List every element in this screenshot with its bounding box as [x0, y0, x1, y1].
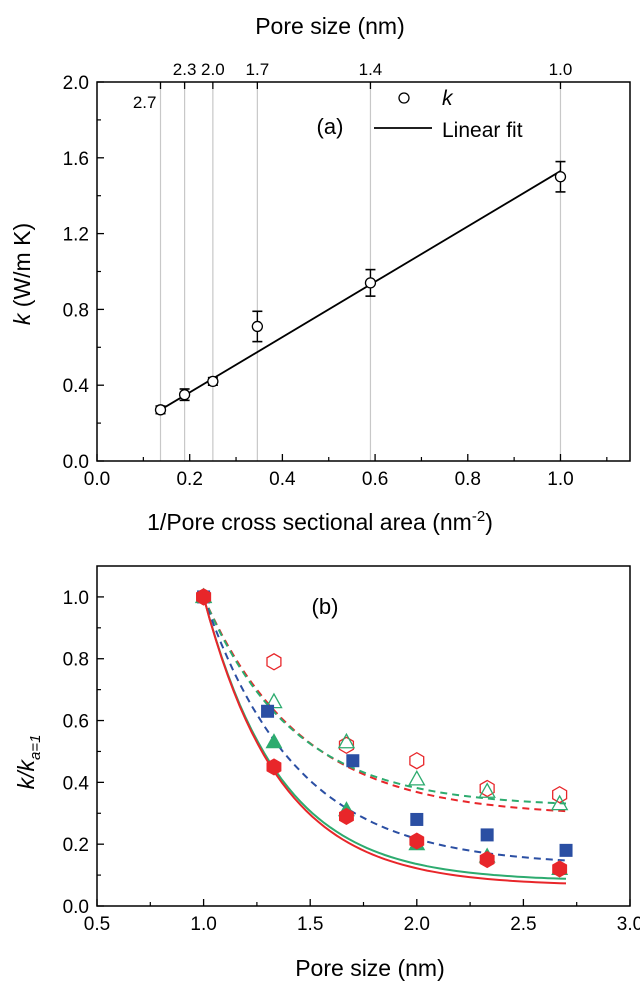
y-tick-label-b: 0.8 [63, 650, 89, 671]
marker-filled-triangle [265, 733, 283, 749]
fit-curve [202, 596, 567, 880]
marker-filled-square [480, 828, 494, 842]
marker-filled-hexagon [409, 832, 425, 850]
y-tick-label-b: 0.2 [63, 835, 89, 856]
data-point-k [178, 389, 191, 401]
pore-size-label: 2.0 [201, 60, 225, 79]
marker-open-triangle [337, 732, 356, 749]
marker-open-triangle [478, 782, 496, 798]
marker-filled-hexagon [552, 860, 568, 878]
x-tick-label-b: 3.0 [617, 914, 640, 935]
marker-open-triangle [408, 769, 426, 786]
x-axis-title-b: Pore size (nm) [295, 955, 445, 981]
plot-frame-a [96, 81, 631, 462]
marker-open-hexagon [266, 653, 282, 671]
x-tick-label-a: 0.8 [455, 469, 481, 490]
data-point-k [364, 277, 377, 289]
y-axis-title-a: k (W/m K) [9, 223, 35, 325]
marker-open-hexagon [338, 736, 355, 755]
panel-label-a: (a) [317, 114, 344, 139]
fit-curve [202, 596, 567, 805]
y-tick-label-a: 0.8 [63, 300, 89, 321]
x-axis-title-a: 1/Pore cross sectional area (nm-2) [147, 508, 493, 535]
legend-a: k Linear fit [374, 87, 523, 142]
top-axis-title: Pore size (nm) [255, 13, 405, 39]
y-tick-label-b: 0.4 [63, 773, 90, 794]
pore-size-label: 1.4 [359, 60, 383, 79]
marker-open-hexagon [479, 779, 495, 798]
data-point-k [251, 320, 264, 333]
data-points-b [194, 587, 573, 878]
axes-a: 0.0 0.2 0.4 0.6 0.8 1.0 0.0 0.4 0.8 1.2 1.6 2.0 [63, 73, 608, 490]
x-tick-label-a: 1.0 [547, 469, 573, 490]
panel-label-b: (b) [312, 594, 339, 619]
x-tick-label-a: 0.6 [362, 469, 388, 490]
x-tick-label-b: 1.0 [190, 914, 216, 935]
marker-filled-hexagon [339, 807, 354, 825]
marker-filled-hexagon [196, 588, 211, 606]
fit-curves-b [202, 596, 567, 885]
x-tick-label-a: 0.2 [176, 469, 202, 490]
fit-curve [202, 596, 567, 862]
y-tick-label-b: 0.0 [63, 897, 89, 918]
panel-a: Pore size (nm) 2.72.3 2.0 1.7 1.4 1.0 0.0 0.2… [9, 13, 631, 535]
legend-label: k [442, 87, 454, 110]
marker-filled-hexagon [479, 851, 495, 869]
marker-open-hexagon [409, 751, 425, 770]
y-tick-label-b: 0.6 [63, 712, 89, 733]
pore-size-label: 2.7 [133, 93, 157, 112]
pore-size-label: 1.0 [549, 60, 573, 79]
x-tick-label-b: 0.5 [84, 914, 110, 935]
data-point-k [554, 171, 567, 183]
x-tick-label-b: 2.0 [404, 914, 430, 935]
data-point-k [207, 375, 219, 388]
x-tick-label-a: 0.4 [269, 469, 296, 490]
data-point-k [154, 404, 167, 416]
y-tick-label-a: 0.0 [63, 452, 89, 473]
y-tick-label-a: 1.6 [63, 149, 89, 170]
y-axis-title-b: k/ka=1 [13, 735, 44, 790]
marker-filled-square [410, 812, 424, 826]
y-tick-label-b: 1.0 [63, 588, 89, 609]
thermal-conductivity-points [154, 160, 567, 416]
legend-marker-circle [398, 92, 410, 104]
linear-fit-line [160, 170, 561, 411]
linear-fit-segment [160, 170, 561, 411]
marker-filled-square [559, 843, 573, 857]
panel-b: 0.5 1.0 1.5 2.0 2.5 3.0 0.0 0.2 0.4 0.6 0.8 1.0 (b)… [13, 565, 640, 981]
pore-size-label: 2.3 [173, 60, 197, 79]
y-tick-label-a: 1.2 [63, 225, 89, 246]
marker-filled-square [346, 754, 360, 768]
x-tick-label-b: 2.5 [510, 914, 536, 935]
pore-size-label: 1.7 [246, 60, 270, 79]
marker-open-hexagon [552, 785, 568, 804]
x-tick-label-a: 0.0 [84, 469, 110, 490]
fit-curve [202, 596, 567, 885]
marker-filled-hexagon [266, 758, 282, 776]
x-tick-label-b: 1.5 [297, 914, 323, 935]
marker-open-triangle [550, 794, 569, 811]
plot-frame-b [96, 565, 631, 907]
y-tick-label-a: 2.0 [63, 73, 89, 94]
legend-label: Linear fit [442, 119, 523, 142]
axes-b: 0.5 1.0 1.5 2.0 2.5 3.0 0.0 0.2 0.4 0.6 0.8 1.0 [63, 588, 640, 935]
marker-filled-square [261, 704, 275, 718]
fit-curve [202, 596, 567, 813]
y-tick-label-a: 0.4 [63, 376, 90, 397]
